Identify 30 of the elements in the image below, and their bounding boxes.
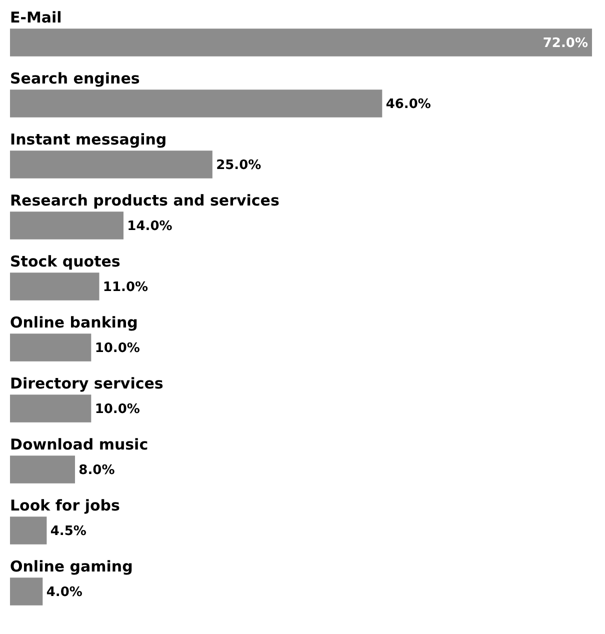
data-label: 72.0% [542, 36, 588, 51]
bar [10, 90, 382, 118]
data-label: 14.0% [127, 218, 172, 234]
bar [10, 28, 592, 56]
data-label: 46.0% [386, 96, 431, 112]
y-tick-label: Look for jobs [10, 496, 120, 514]
data-label: 10.0% [94, 340, 140, 356]
bar [10, 334, 92, 362]
y-tick-label: Research products and services [10, 192, 280, 210]
y-tick-label: Stock quotes [10, 252, 120, 270]
y-tick-label: E-Mail [10, 8, 62, 26]
data-label: 8.0% [78, 462, 115, 478]
data-label: 10.0% [94, 402, 140, 417]
y-tick-label: Online gaming [10, 558, 133, 576]
bar [10, 150, 212, 178]
data-label: 11.0% [102, 280, 148, 295]
bar [10, 516, 47, 544]
bar [10, 212, 124, 240]
y-tick-label: Instant messaging [10, 130, 167, 148]
y-tick-label: Directory services [10, 374, 164, 392]
bar [10, 272, 100, 300]
bar [10, 394, 92, 422]
bar [10, 578, 43, 606]
y-tick-label: Download music [10, 436, 148, 454]
data-label: 25.0% [216, 158, 262, 173]
data-label: 4.0% [46, 584, 82, 600]
bar [10, 456, 75, 484]
y-tick-label: Search engines [10, 70, 140, 88]
data-label: 4.5% [50, 524, 86, 539]
y-tick-label: Online banking [10, 314, 138, 332]
